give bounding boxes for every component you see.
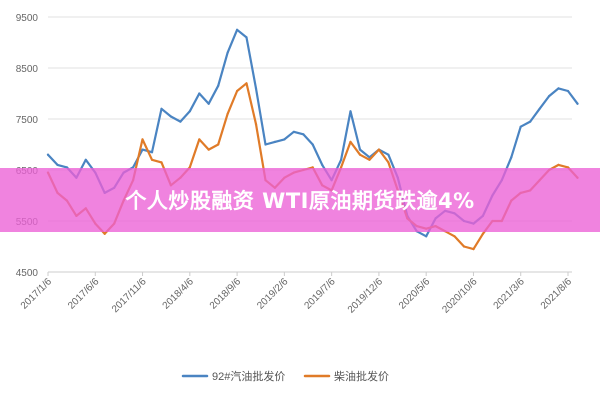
data-point bbox=[188, 110, 191, 113]
x-tick-label: 2019/12/6 bbox=[346, 276, 386, 316]
x-tick-label: 2020/10/6 bbox=[440, 276, 480, 316]
data-point bbox=[358, 148, 362, 151]
data-point bbox=[340, 158, 343, 161]
data-point bbox=[273, 140, 276, 143]
data-point bbox=[207, 148, 210, 151]
data-point bbox=[141, 138, 144, 141]
data-point bbox=[349, 140, 352, 143]
data-point bbox=[292, 130, 295, 133]
data-point bbox=[321, 163, 324, 166]
data-point bbox=[245, 82, 248, 85]
data-point bbox=[217, 143, 220, 146]
data-point bbox=[472, 248, 475, 251]
headline-text: 个人炒股融资 WTI原油期货跌逾4% bbox=[125, 189, 475, 213]
data-point bbox=[188, 166, 191, 169]
data-point bbox=[548, 95, 551, 98]
data-point bbox=[179, 120, 182, 123]
data-point bbox=[198, 138, 201, 141]
y-tick-label: 8500 bbox=[16, 64, 39, 75]
data-point bbox=[207, 102, 210, 105]
data-point bbox=[566, 89, 570, 93]
data-point bbox=[254, 123, 258, 126]
data-point bbox=[576, 102, 579, 105]
data-point bbox=[169, 115, 172, 118]
data-point bbox=[481, 232, 484, 235]
data-point bbox=[462, 245, 466, 248]
y-axis: 450055006500750085009500 bbox=[16, 13, 39, 279]
data-point bbox=[103, 232, 106, 235]
data-point bbox=[84, 158, 87, 161]
data-point bbox=[264, 143, 267, 146]
x-tick-label: 2021/3/6 bbox=[492, 276, 528, 312]
data-point bbox=[226, 51, 229, 54]
data-point bbox=[340, 166, 343, 169]
x-tick-label: 2018/9/6 bbox=[208, 276, 244, 312]
data-point bbox=[387, 153, 390, 156]
x-tick-label: 2020/5/6 bbox=[397, 276, 433, 312]
data-point bbox=[150, 151, 154, 154]
data-point bbox=[377, 148, 380, 151]
data-point bbox=[56, 163, 59, 166]
data-point bbox=[302, 133, 305, 136]
data-point bbox=[368, 158, 371, 161]
data-point bbox=[557, 87, 560, 90]
x-tick-label: 2017/1/6 bbox=[19, 276, 55, 312]
data-point bbox=[519, 125, 522, 128]
x-tick-label: 2017/6/6 bbox=[66, 276, 102, 312]
data-point bbox=[226, 112, 229, 115]
data-point bbox=[566, 166, 570, 169]
x-axis: 2017/1/6 2017/6/6 2017/11/6 2018/4/6 2018/9/… bbox=[19, 271, 575, 316]
data-point bbox=[217, 84, 220, 87]
x-tick-label: 2019/7/6 bbox=[302, 276, 338, 312]
data-point bbox=[46, 153, 50, 156]
data-point bbox=[198, 92, 201, 95]
data-point bbox=[283, 138, 286, 141]
y-tick-label: 9500 bbox=[16, 13, 39, 24]
y-tick-label: 4500 bbox=[16, 268, 39, 279]
data-point bbox=[236, 28, 239, 31]
data-point bbox=[132, 166, 135, 169]
legend-label: 92#汽油批发价 bbox=[212, 369, 285, 383]
legend-label: 柴油批发价 bbox=[334, 369, 389, 383]
x-tick-label: 2021/8/6 bbox=[539, 276, 575, 312]
data-point bbox=[150, 158, 154, 161]
data-point bbox=[510, 156, 513, 159]
data-point bbox=[160, 107, 163, 110]
data-point bbox=[349, 110, 352, 113]
gridlines bbox=[48, 16, 572, 273]
y-tick-label: 7500 bbox=[16, 115, 39, 126]
data-point bbox=[311, 166, 314, 169]
data-point bbox=[529, 120, 532, 123]
x-tick-label: 2018/4/6 bbox=[161, 276, 197, 312]
data-point bbox=[65, 166, 68, 169]
data-point bbox=[453, 235, 456, 238]
x-tick-label: 2019/2/6 bbox=[255, 276, 291, 312]
data-point bbox=[236, 89, 239, 93]
data-point bbox=[160, 161, 163, 164]
data-point bbox=[387, 161, 390, 164]
legend: 92#汽油批发价 柴油批发价 bbox=[181, 369, 389, 383]
data-point bbox=[425, 235, 428, 238]
headline-banner: 个人炒股融资 WTI原油期货跌逾4% bbox=[0, 168, 600, 232]
x-tick-label: 2017/11/6 bbox=[110, 276, 149, 315]
data-point bbox=[538, 107, 541, 110]
data-point bbox=[141, 148, 144, 151]
data-point bbox=[254, 87, 258, 90]
data-point bbox=[311, 143, 314, 146]
data-point bbox=[358, 153, 362, 156]
data-point bbox=[557, 163, 560, 166]
data-point bbox=[245, 36, 248, 39]
